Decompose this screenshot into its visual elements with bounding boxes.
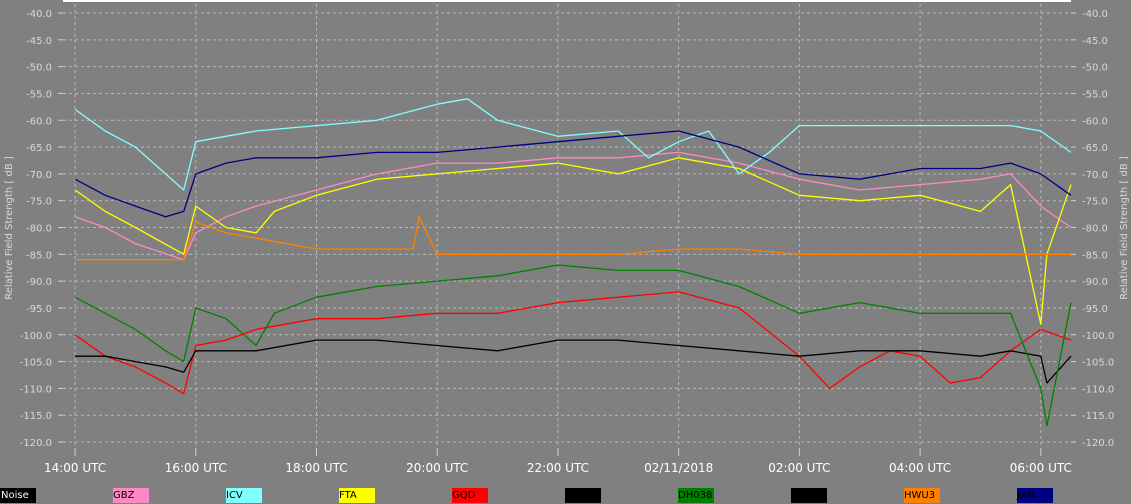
x-tick-label: 14:00 UTC (44, 461, 106, 475)
legend: Noise GBZ ICV FTA GQD HWU1 DH038 HWU2 HWU3 JXN (0, 487, 1131, 504)
legend-swatch (678, 488, 714, 503)
y-tick-label-left: -95.0 (26, 304, 52, 315)
y-tick-label-left: -120.0 (20, 438, 52, 449)
legend-swatch (226, 488, 262, 503)
x-tick-label: 02:00 UTC (768, 461, 830, 475)
x-tick-label: 20:00 UTC (406, 461, 468, 475)
x-tick-label: 04:00 UTC (889, 461, 951, 475)
legend-swatch (339, 488, 375, 503)
x-tick-label: 22:00 UTC (527, 461, 589, 475)
series-line-jxn (74, 130, 1072, 218)
y-tick-label-right: -115.0 (1082, 411, 1114, 422)
y-axis-label-right: Relative Field Strength [ dB ] (1119, 156, 1130, 300)
legend-swatch (791, 488, 827, 503)
legend-label: GQD (452, 490, 476, 501)
legend-swatch (0, 488, 36, 503)
y-tick-label-left: -100.0 (20, 331, 52, 342)
legend-label: ICV (226, 490, 243, 501)
y-tick-label-left: -75.0 (26, 197, 52, 208)
y-tick-label-right: -70.0 (1082, 170, 1108, 181)
y-tick-label-left: -85.0 (26, 250, 52, 261)
legend-item-hwu3: HWU3 (904, 488, 976, 503)
y-tick-label-right: -60.0 (1082, 116, 1108, 127)
legend-label: DH038 (678, 490, 713, 501)
y-tick-label-left: -105.0 (20, 358, 52, 369)
x-tick-label: 02/11/2018 (644, 461, 713, 475)
y-tick-label-right: -55.0 (1082, 89, 1108, 100)
legend-item-fta: FTA (339, 488, 411, 503)
y-axis-label-left: Relative Field Strength [ dB ] (4, 156, 15, 300)
legend-label: FTA (339, 490, 357, 501)
legend-swatch (565, 488, 601, 503)
series-line-dh038 (74, 264, 1072, 427)
series-line-hwu1 (75, 339, 1072, 384)
legend-label: HWU3 (904, 490, 936, 501)
legend-item-jxn: JXN (1017, 488, 1089, 503)
y-tick-label-right: -50.0 (1082, 63, 1108, 74)
y-tick-label-right: -95.0 (1082, 304, 1108, 315)
legend-swatch (113, 488, 149, 503)
y-tick-label-right: -75.0 (1082, 197, 1108, 208)
legend-label: GBZ (113, 490, 135, 501)
y-tick-label-left: -55.0 (26, 89, 52, 100)
x-tick-label: 06:00 UTC (1010, 461, 1072, 475)
legend-label: HWU2 (791, 490, 823, 501)
x-tick-label: 18:00 UTC (285, 461, 347, 475)
y-tick-label-left: -70.0 (26, 170, 52, 181)
data-series (74, 98, 1072, 427)
y-tick-label-left: -80.0 (26, 224, 52, 235)
series-line-fta (74, 157, 1072, 325)
y-tick-label-right: -100.0 (1082, 331, 1114, 342)
series-line-hwu3 (75, 216, 1071, 261)
y-tick-label-left: -90.0 (26, 277, 52, 288)
y-tick-label-right: -90.0 (1082, 277, 1108, 288)
series-line-gbz (74, 151, 1072, 261)
legend-swatch (904, 488, 940, 503)
y-tick-label-right: -105.0 (1082, 358, 1114, 369)
y-tick-label-left: -40.0 (26, 9, 52, 20)
y-tick-label-right: -40.0 (1082, 9, 1108, 20)
y-tick-label-right: -120.0 (1082, 438, 1114, 449)
y-axis-left: -40.0 -45.0 -50.0 -55.0 -60.0 -65.0 -70.0 -75.0… (20, 9, 63, 449)
y-tick-label-right: -65.0 (1082, 143, 1108, 154)
y-tick-label-left: -45.0 (26, 36, 52, 47)
y-tick-label-left: -115.0 (20, 411, 52, 422)
y-tick-label-left: -50.0 (26, 63, 52, 74)
grid-lines (63, 4, 1071, 448)
x-axis: 14:00 UTC 16:00 UTC 18:00 UTC 20:00 UTC 22:0… (44, 448, 1072, 475)
y-tick-label-left: -65.0 (26, 143, 52, 154)
legend-item-dh038: DH038 (678, 488, 750, 503)
legend-item-noise: Noise (0, 488, 72, 503)
legend-item-hwu1: HWU1 (565, 488, 637, 503)
legend-item-icv: ICV (226, 488, 298, 503)
x-tick-label: 16:00 UTC (165, 461, 227, 475)
series-line-gqd (74, 291, 1072, 395)
legend-item-gqd: GQD (452, 488, 524, 503)
y-tick-label-left: -110.0 (20, 384, 52, 395)
legend-item-gbz: GBZ (113, 488, 185, 503)
y-tick-label-right: -110.0 (1082, 384, 1114, 395)
legend-item-hwu2: HWU2 (791, 488, 863, 503)
y-tick-label-left: -60.0 (26, 116, 52, 127)
y-axis-right: -40.0 -45.0 -50.0 -55.0 -60.0 -65.0 -70.0 -75.0… (1071, 9, 1114, 449)
legend-swatch (1017, 488, 1053, 503)
y-tick-label-right: -80.0 (1082, 224, 1108, 235)
legend-label: JXN (1017, 490, 1035, 501)
legend-label: Noise (1, 490, 29, 501)
legend-label: HWU1 (565, 490, 597, 501)
legend-swatch (452, 488, 488, 503)
y-tick-label-right: -45.0 (1082, 36, 1108, 47)
y-tick-label-right: -85.0 (1082, 250, 1108, 261)
series-line-icv (74, 98, 1072, 191)
